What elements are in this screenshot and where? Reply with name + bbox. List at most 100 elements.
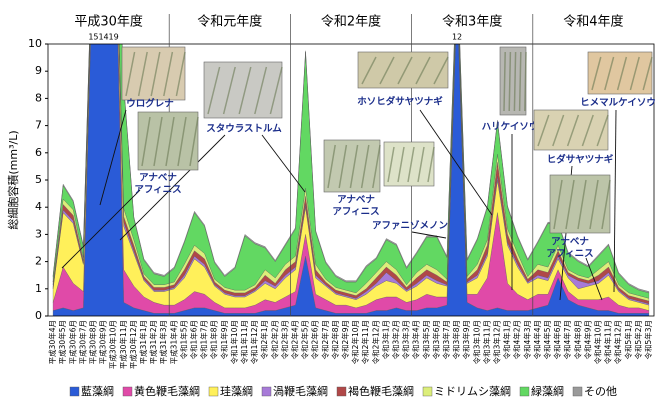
annotation-label: ウログレナ	[126, 98, 174, 110]
annotation-label: スタウラストルム	[206, 123, 282, 135]
off-scale-label: 14	[98, 33, 108, 42]
x-tick-label: 令和3年12月	[491, 320, 501, 364]
x-tick-label: 令和3年5月	[421, 320, 431, 360]
off-scale-label: 12	[452, 33, 462, 42]
photo	[588, 52, 652, 94]
x-tick-label: 令和2年11月	[360, 320, 370, 364]
x-tick-label: 令和3年1月	[380, 320, 390, 360]
period-label: 令和2年度	[321, 14, 381, 30]
y-axis-label: 総細胞容積(mm³/L)	[6, 130, 20, 229]
annotation-label: アフィニス	[546, 249, 593, 260]
x-tick-label: 平成31年4月	[168, 320, 178, 364]
x-tick-label: 令和2年1月	[259, 320, 269, 360]
x-tick-label: 平成30年6月	[67, 320, 77, 364]
legend-label: ミドリムシ藻綱	[434, 384, 511, 398]
photo	[204, 62, 282, 118]
annotation-label: アナベナ	[551, 237, 589, 248]
x-tick-label: 令和1年5月	[178, 320, 188, 360]
period-label: 令和3年度	[442, 14, 502, 30]
x-tick-label: 令和4年9月	[582, 320, 592, 360]
x-tick-label: 令和5年2月	[633, 320, 643, 360]
x-tick-label: 平成31年1月	[138, 320, 148, 364]
x-tick-label: 令和5年1月	[623, 320, 633, 360]
period-label: 令和元年度	[197, 14, 262, 30]
x-tick-label: 令和4年5月	[542, 320, 552, 360]
x-tick-label: 令和3年7月	[441, 320, 451, 360]
legend-label: 黄色鞭毛藻綱	[134, 384, 200, 398]
annotation-label: アナベナ	[139, 173, 177, 184]
y-tick-label: 6	[35, 146, 42, 159]
x-tick-label: 令和3年8月	[451, 320, 461, 360]
x-tick-label: 令和3年10月	[471, 320, 481, 364]
legend-swatch	[573, 387, 582, 396]
x-tick-label: 令和2年12月	[370, 320, 380, 364]
legend-swatch	[209, 387, 218, 396]
x-tick-label: 令和4年8月	[572, 320, 582, 360]
x-tick-label: 平成30年8月	[87, 320, 97, 364]
x-tick-label: 令和2年5月	[300, 320, 310, 360]
x-tick-label: 令和3年11月	[481, 320, 491, 364]
x-tick-label: 令和1年9月	[219, 320, 229, 360]
x-tick-label: 令和4年2月	[512, 320, 522, 360]
arrow	[262, 135, 305, 192]
x-tick-label: 令和3年4月	[411, 320, 421, 360]
annotation-label: ヒダサヤツナギ	[547, 154, 614, 166]
x-tick-label: 令和1年10月	[229, 320, 239, 364]
y-tick-label: 3	[35, 227, 42, 240]
annotation-label: アフィニス	[134, 185, 181, 196]
legend-swatch	[123, 387, 132, 396]
legend-label: 褐色鞭毛藻綱	[348, 384, 414, 398]
x-tick-label: 平成31年3月	[158, 320, 168, 364]
x-tick-label: 令和2年10月	[350, 320, 360, 364]
x-tick-label: 令和5年3月	[643, 320, 653, 360]
x-tick-label: 令和1年12月	[249, 320, 259, 364]
x-tick-label: 令和2年8月	[330, 320, 340, 360]
legend-swatch	[262, 387, 271, 396]
y-tick-label: 2	[35, 255, 42, 268]
annotation-label: アフィニス	[332, 207, 379, 218]
legend-swatch	[70, 387, 79, 396]
x-tick-label: 平成30年11月	[118, 320, 128, 369]
y-tick-label: 7	[35, 119, 42, 132]
x-tick-label: 平成30年4月	[47, 320, 57, 364]
x-tick-label: 平成30年5月	[57, 320, 67, 364]
annotation-label: アファニゾメノン	[372, 220, 448, 232]
x-tick-label: 平成30年12月	[128, 320, 138, 369]
x-tick-label: 令和4年11月	[603, 320, 613, 364]
photo	[550, 175, 610, 233]
legend-label: 渦鞭毛藻綱	[273, 384, 328, 398]
y-tick-label: 4	[35, 200, 42, 213]
y-tick-label: 10	[28, 37, 42, 50]
x-tick-label: 平成31年2月	[148, 320, 158, 364]
annotation-label: ハリケイソウ	[482, 122, 539, 133]
x-tick-label: 平成30年9月	[98, 320, 108, 364]
legend-swatch	[423, 387, 432, 396]
x-tick-label: 令和1年8月	[209, 320, 219, 360]
x-tick-label: 令和2年3月	[279, 320, 289, 360]
y-tick-label: 8	[35, 91, 42, 104]
x-tick-label: 令和1年7月	[199, 320, 209, 360]
legend-label: 珪藻綱	[220, 384, 253, 398]
x-tick-label: 令和2年4月	[289, 320, 299, 360]
x-tick-label: 令和4年6月	[552, 320, 562, 360]
x-tick-label: 令和3年3月	[401, 320, 411, 360]
off-scale-label: 15	[88, 33, 98, 42]
x-tick-label: 平成30年10月	[108, 320, 118, 369]
x-tick-label: 令和2年2月	[269, 320, 279, 360]
photo	[122, 47, 185, 100]
annotation-label: アナベナ	[337, 195, 375, 206]
x-tick-label: 平成30年7月	[77, 320, 87, 364]
x-tick-label: 令和3年6月	[431, 320, 441, 360]
y-tick-label: 5	[35, 173, 42, 186]
x-tick-label: 令和3年9月	[461, 320, 471, 360]
x-tick-label: 令和1年6月	[188, 320, 198, 360]
chart: 総細胞容積(mm³/L) 012345678910平成30年4月平成30年5月平…	[0, 0, 659, 403]
y-tick-label: 1	[35, 282, 42, 295]
legend-swatch	[337, 387, 346, 396]
y-tick-label: 9	[35, 64, 42, 77]
off-scale-label: 19	[109, 33, 119, 42]
x-tick-label: 令和4年3月	[522, 320, 532, 360]
legend-swatch	[520, 387, 529, 396]
x-tick-label: 令和4年7月	[562, 320, 572, 360]
x-tick-label: 令和4年12月	[613, 320, 623, 364]
